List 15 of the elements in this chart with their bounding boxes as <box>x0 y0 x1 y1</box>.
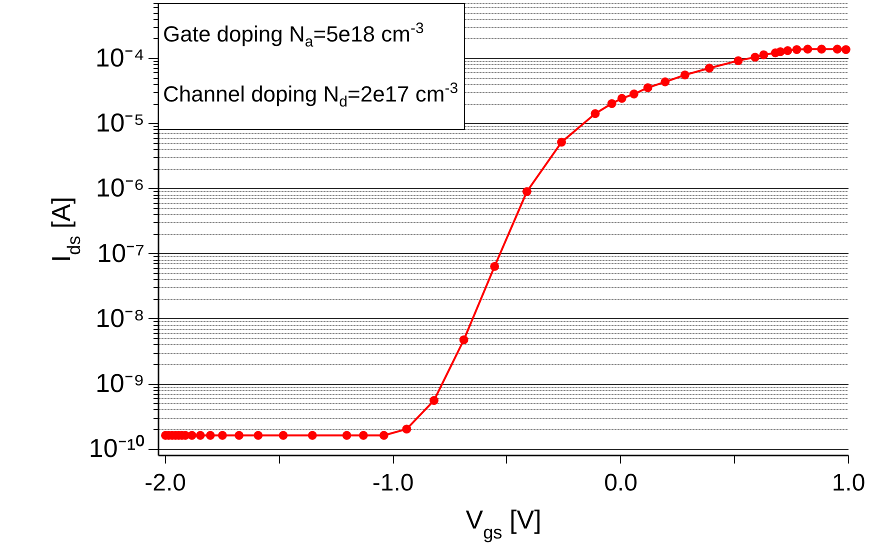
annotation: Gate doping N$_{a}$=5e18 cm$^{-3}$ <box>163 19 425 53</box>
y-tick-label: 10⁻⁹ <box>95 368 144 398</box>
note-box: Gate doping N$_{a}$=5e18 cm$^{-3}$ Channel doping N$_{d}$=2e17 cm$^{-3}$ <box>158 3 466 130</box>
x-axis-title: V$_{gs}$ [V] <box>466 504 542 542</box>
y-tick-label: 10⁻⁵ <box>96 108 144 138</box>
y-tick-label: 10⁻¹⁰ <box>88 433 144 464</box>
y-tick-label: 10⁻⁷ <box>97 238 144 268</box>
y-tick-label: 10⁻⁴ <box>95 42 144 73</box>
x-tick-label: 0.0 <box>604 470 638 496</box>
x-tick-label: -1.0 <box>372 470 414 496</box>
y-tick-label: 10⁻⁶ <box>96 172 144 203</box>
x-tick-label: -2.0 <box>144 470 186 496</box>
annotation: Channel doping N$_{d}$=2e17 cm$^{-3}$ <box>163 78 458 112</box>
y-tick-label: 10⁻⁸ <box>96 302 144 333</box>
x-tick-label: 1.0 <box>832 470 866 496</box>
